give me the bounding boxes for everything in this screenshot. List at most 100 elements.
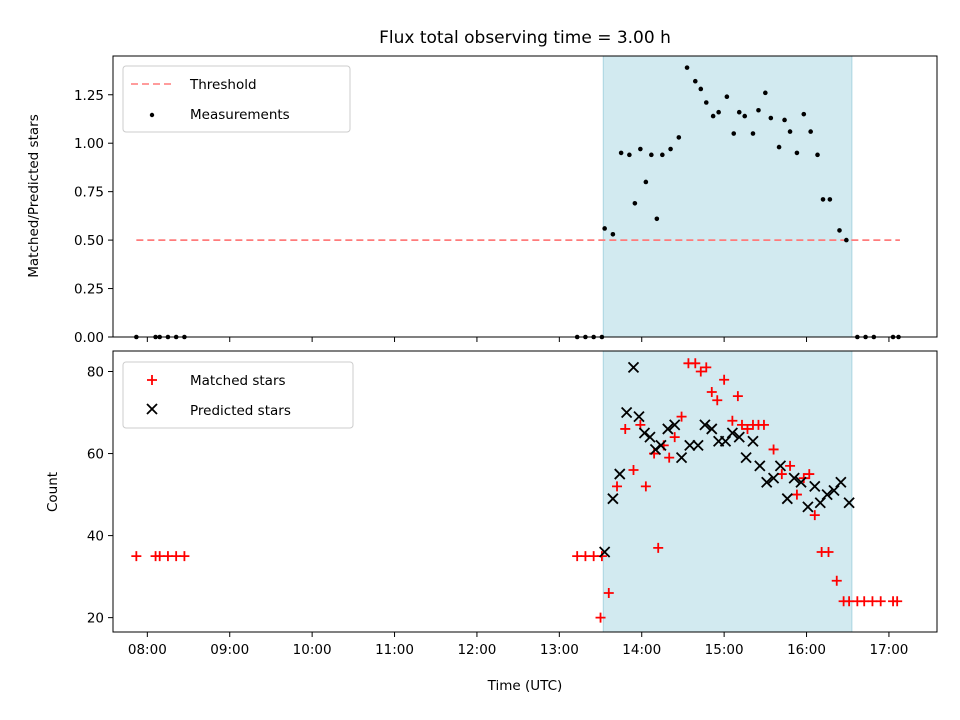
predicted-star-point xyxy=(828,484,840,497)
measurement-point xyxy=(698,86,704,92)
matched-star-point xyxy=(628,464,639,475)
observing-window-shade xyxy=(602,55,853,338)
predicted-star-point xyxy=(821,488,833,501)
measurement-point xyxy=(750,131,756,136)
matched-star-point xyxy=(785,460,796,471)
predicted-star-point xyxy=(655,439,667,451)
predicted-star-point xyxy=(733,431,745,443)
predicted-star-point xyxy=(633,410,645,423)
measurement-point xyxy=(763,90,768,96)
observing-window-shade xyxy=(602,350,853,633)
matched-star-point xyxy=(179,551,190,562)
measurement-point xyxy=(768,115,774,121)
y-tick-label: 0.25 xyxy=(74,282,104,298)
matched-star-point xyxy=(695,366,706,377)
measurement-point xyxy=(668,146,673,152)
y-tick-label: 20 xyxy=(87,611,104,627)
matched-star-point xyxy=(719,374,730,385)
count-legend-frame xyxy=(122,361,354,429)
predicted-star-point xyxy=(747,435,759,447)
x-tick-label: 12:00 xyxy=(457,642,496,658)
measurement-point xyxy=(643,179,649,185)
matched-star-point xyxy=(875,596,886,607)
matched-star-point xyxy=(823,547,834,558)
measurement-point xyxy=(742,113,748,119)
predicted-star-point xyxy=(761,476,773,488)
measurement-point xyxy=(736,109,742,115)
measurement-point xyxy=(716,109,721,115)
y-tick-label: 40 xyxy=(87,529,104,545)
measurement-point xyxy=(627,152,632,158)
y-tick-label: 1.25 xyxy=(74,88,104,104)
predicted-star-point xyxy=(719,435,732,447)
predicted-star-point xyxy=(627,361,640,374)
measurement-point xyxy=(676,135,682,140)
measurement-point xyxy=(787,129,793,134)
matched-star-point xyxy=(798,473,809,484)
y-tick-label: 0.00 xyxy=(74,330,104,346)
measurement-point xyxy=(756,107,761,113)
measurement-point xyxy=(684,65,690,70)
measurement-point xyxy=(610,231,616,237)
predicted-star-point xyxy=(774,460,787,472)
predicted-star-point xyxy=(644,431,656,443)
y-tick-label: 60 xyxy=(87,447,104,463)
matched-star-point xyxy=(664,452,675,463)
matched-star-point xyxy=(603,588,614,599)
predicted-star-point xyxy=(675,452,688,464)
matched-star-point xyxy=(595,612,606,623)
count-legend: Matched stars Predicted stars xyxy=(122,361,354,429)
x-tick-label: 09:00 xyxy=(210,642,249,658)
measurement-point xyxy=(776,144,782,150)
x-tick-label: 11:00 xyxy=(375,642,414,658)
measurement-point xyxy=(654,216,660,222)
count-panel: 08:00 09:00 10:00 11:00 12:00 13:00 14:00 15:00… xyxy=(87,350,938,658)
measurement-point xyxy=(827,197,833,202)
measurement-point xyxy=(801,111,807,117)
matched-star-point xyxy=(669,432,680,443)
predicted-star-point xyxy=(684,439,696,451)
matched-star-point xyxy=(640,481,651,492)
matched-star-point xyxy=(620,423,631,434)
matched-star-point xyxy=(732,391,743,402)
measurement-point xyxy=(618,150,624,156)
matched-star-point xyxy=(612,481,623,492)
measurement-point xyxy=(703,100,709,105)
matched-star-point xyxy=(758,419,769,430)
ratio-panel: 0.00 0.25 0.50 0.75 1.00 1.25 xyxy=(74,55,938,346)
x-axis-label: Time (UTC) xyxy=(487,678,563,694)
ratio-legend-frame xyxy=(122,65,351,133)
matched-star-point xyxy=(706,387,717,398)
matched-star-point xyxy=(701,362,712,373)
y-tick-label: 80 xyxy=(87,365,104,381)
y-tick-label: 0.75 xyxy=(74,185,104,201)
matched-star-point xyxy=(727,415,738,426)
x-tick-label: 16:00 xyxy=(787,642,826,658)
predicted-star-point xyxy=(835,476,847,488)
measurement-point xyxy=(782,117,787,123)
matched-star-point xyxy=(892,596,903,607)
predicted-star-point xyxy=(795,476,807,488)
predicted-star-point xyxy=(620,406,633,419)
measurement-point xyxy=(638,146,643,152)
measurement-point xyxy=(660,152,665,158)
y-tick-label: 1.00 xyxy=(74,136,104,152)
measurement-point xyxy=(710,113,716,119)
predicted-star-point xyxy=(692,439,704,451)
predicted-star-point xyxy=(726,427,739,439)
matched-star-point xyxy=(804,469,815,480)
measurement-point xyxy=(837,228,842,233)
matched-star-point xyxy=(736,419,747,430)
measurement-point xyxy=(815,152,820,158)
measurement-point xyxy=(794,150,800,156)
predicted-star-point xyxy=(802,501,814,513)
matched-star-point xyxy=(676,411,687,422)
predicted-star-point xyxy=(599,546,611,558)
matched-star-point xyxy=(596,551,607,562)
measurements-legend-marker xyxy=(149,112,155,118)
threshold-legend-label: Threshold xyxy=(189,77,257,93)
predicted-star-point xyxy=(669,419,681,431)
ratio-y-axis-label: Matched/Predicted stars xyxy=(26,114,42,277)
matched-star-point xyxy=(690,358,701,369)
predicted-star-point xyxy=(614,468,626,480)
